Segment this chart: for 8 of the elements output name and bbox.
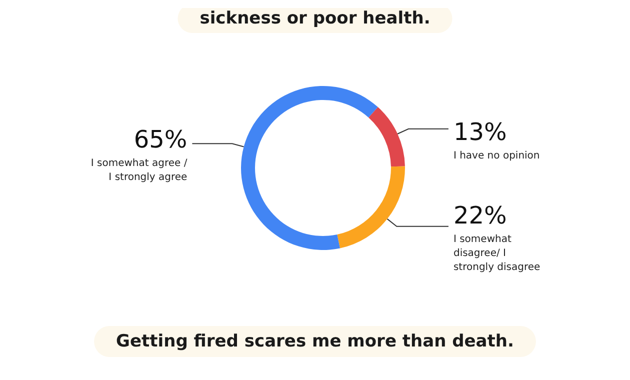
data-label: 13% [453, 118, 507, 146]
text: Getting fired scares me more than death. [116, 332, 514, 352]
chart-title: sickness or poor health. [200, 8, 430, 28]
slice-label: I somewhat agree / I strongly agree [90, 158, 188, 184]
data-label: 22% [453, 201, 507, 230]
data-label: 65% [134, 126, 188, 154]
slice-label: I have no opinion [453, 150, 540, 162]
slice-label: I somewhat disagree/ I strongly disagree [453, 234, 540, 273]
